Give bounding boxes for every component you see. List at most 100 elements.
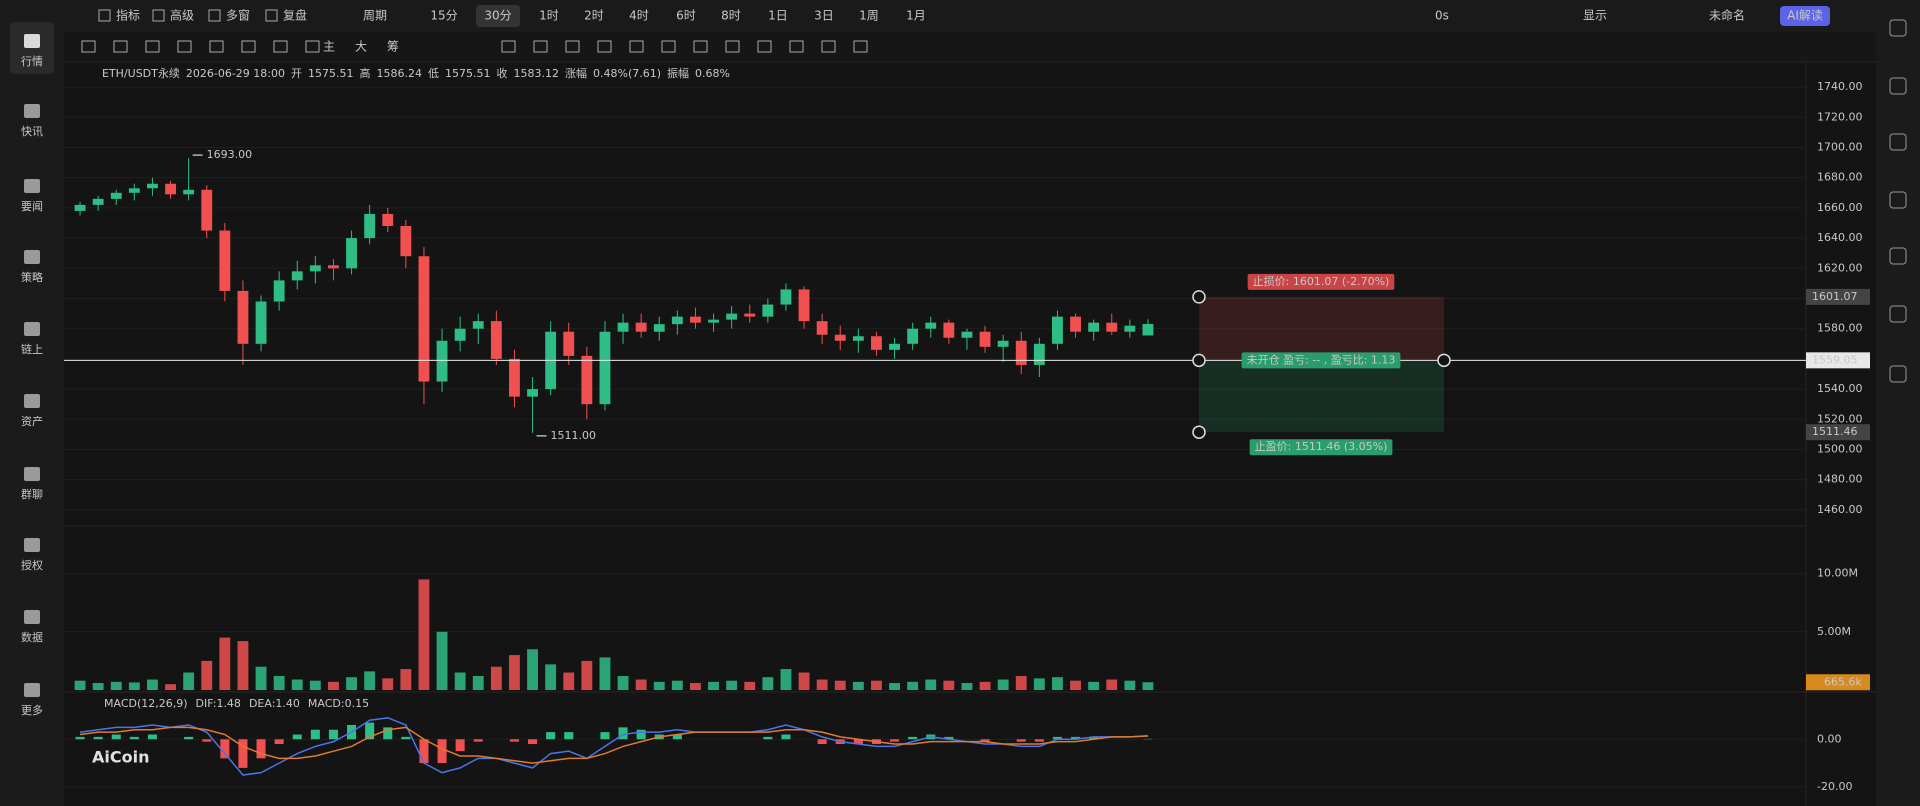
draw-tool[interactable] <box>305 40 320 53</box>
toolbar-button[interactable]: 0s <box>1435 9 1449 23</box>
draw-tool[interactable] <box>565 40 580 53</box>
draw-tool[interactable] <box>177 40 192 53</box>
interval-button[interactable]: 3日 <box>814 9 834 23</box>
candle-body <box>1124 325 1136 332</box>
nav-label[interactable]: 资产 <box>21 414 43 428</box>
draw-tool[interactable] <box>533 40 548 53</box>
draw-tool[interactable] <box>725 40 740 53</box>
draw-tool[interactable] <box>501 40 516 53</box>
nav-icon[interactable] <box>24 322 40 336</box>
interval-button[interactable]: 15分 <box>430 9 457 23</box>
toolbar-button[interactable]: 多窗 <box>226 9 250 23</box>
nav-label[interactable]: 链上 <box>21 342 43 356</box>
nav-label[interactable]: 更多 <box>21 703 43 717</box>
draw-tool[interactable] <box>81 40 96 53</box>
info-text: 低 <box>428 67 439 80</box>
info-text: 1575.51 <box>308 67 354 80</box>
draw-tool[interactable] <box>789 40 804 53</box>
nav-icon[interactable] <box>24 467 40 481</box>
interval-button[interactable]: 30分 <box>484 9 511 23</box>
draw-tool[interactable] <box>597 40 612 53</box>
nav-icon[interactable] <box>24 683 40 697</box>
interval-button[interactable]: 1日 <box>768 9 788 23</box>
interval-button[interactable]: 1时 <box>539 9 559 23</box>
nav-label[interactable]: 群聊 <box>21 487 43 501</box>
nav-icon[interactable] <box>24 34 40 48</box>
draw-tool[interactable] <box>693 40 708 53</box>
draw-tool[interactable] <box>821 40 836 53</box>
macd-bar <box>817 739 827 745</box>
draw-tool[interactable] <box>853 40 868 53</box>
nav-icon[interactable] <box>24 394 40 408</box>
nav-label[interactable]: 策略 <box>21 270 43 284</box>
nav-label[interactable]: 快讯 <box>21 125 43 138</box>
draw-tool[interactable] <box>209 40 224 53</box>
y-tick-label: 1740.00 <box>1817 80 1863 93</box>
toolbar-button[interactable]: AI解读 <box>1787 9 1823 23</box>
nav-label[interactable]: 行情 <box>21 55 43 68</box>
toolbar-button[interactable]: 复盘 <box>283 8 307 23</box>
draw-tool[interactable] <box>273 40 288 53</box>
volume-bar <box>599 657 611 690</box>
draw-tool[interactable] <box>629 40 644 53</box>
tool-icon[interactable] <box>1889 365 1907 383</box>
volume-bar <box>328 681 339 690</box>
tool-icon[interactable] <box>1889 191 1907 209</box>
interval-button[interactable]: 4时 <box>629 9 649 23</box>
candle-body <box>563 331 575 356</box>
draw-tool[interactable] <box>757 40 772 53</box>
handle[interactable] <box>1192 425 1206 439</box>
candle-body <box>147 183 158 189</box>
candle-body <box>237 290 249 344</box>
nav-icon[interactable] <box>24 104 40 118</box>
nav-icon[interactable] <box>24 538 40 552</box>
nav-label[interactable]: 授权 <box>21 558 43 572</box>
marker-label: 1511.00 <box>551 429 597 442</box>
candle-body <box>110 192 122 199</box>
handle[interactable] <box>1192 290 1206 304</box>
interval-button[interactable]: 8时 <box>721 9 741 23</box>
handle[interactable] <box>1437 353 1451 368</box>
tool-icon[interactable] <box>1889 247 1907 265</box>
toolbar-button[interactable]: 未命名 <box>1709 8 1745 23</box>
toolbar-icon[interactable] <box>265 9 278 22</box>
candle-body <box>364 213 376 239</box>
nav-icon[interactable] <box>24 250 40 264</box>
interval-button[interactable]: 1月 <box>906 9 926 23</box>
interval-button[interactable]: 2时 <box>584 9 604 23</box>
indicator-toggle[interactable]: 大 <box>355 40 367 54</box>
macd-bar <box>75 736 85 740</box>
toolbar-icon[interactable] <box>98 9 111 22</box>
volume-bar <box>744 681 756 690</box>
candle-body <box>961 331 973 338</box>
interval-button[interactable]: 6时 <box>676 9 696 23</box>
toolbar-icon[interactable] <box>152 9 165 22</box>
candle-body <box>979 331 991 347</box>
nav-icon[interactable] <box>24 179 40 193</box>
handle[interactable] <box>1192 353 1206 368</box>
toolbar-button[interactable]: 高级 <box>170 8 194 23</box>
toolbar-button[interactable]: 指标 <box>116 8 140 23</box>
macd-bar <box>419 739 429 764</box>
period-menu[interactable]: 周期 <box>363 9 387 23</box>
macd-bar <box>672 734 682 740</box>
tool-icon[interactable] <box>1889 305 1907 323</box>
draw-tool[interactable] <box>241 40 256 53</box>
indicator-toggle[interactable]: 主 <box>323 40 335 54</box>
draw-tool[interactable] <box>145 40 160 53</box>
interval-button[interactable]: 1周 <box>859 9 879 23</box>
indicator-toggle[interactable]: 筹 <box>387 40 399 54</box>
candle-body <box>291 271 303 281</box>
tool-icon[interactable] <box>1889 19 1907 37</box>
tool-icon[interactable] <box>1889 133 1907 151</box>
toolbar-button[interactable]: 显示 <box>1583 9 1607 23</box>
nav-icon[interactable] <box>24 610 40 624</box>
draw-tool[interactable] <box>661 40 676 53</box>
nav-label[interactable]: 要闻 <box>21 199 43 213</box>
draw-tool[interactable] <box>113 40 128 53</box>
candle-body <box>816 321 828 335</box>
nav-label[interactable]: 数据 <box>21 630 43 644</box>
target-zone <box>1199 360 1444 433</box>
toolbar-icon[interactable] <box>208 9 221 22</box>
tool-icon[interactable] <box>1889 77 1907 95</box>
